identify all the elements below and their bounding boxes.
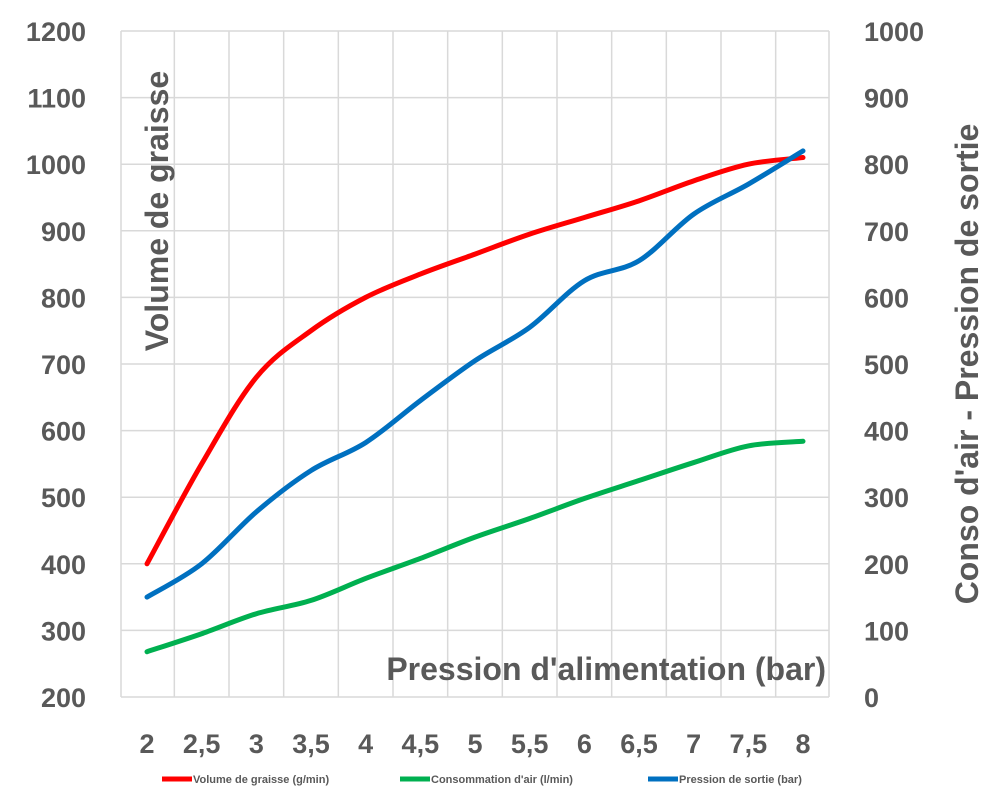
left-y-tick-label: 300 bbox=[41, 616, 86, 646]
x-tick-label: 6,5 bbox=[620, 729, 658, 759]
right-y-axis-title: Conso d'air - Pression de sortie bbox=[949, 124, 985, 605]
series-line-3 bbox=[144, 148, 806, 600]
left-y-tick-label: 1200 bbox=[26, 17, 86, 47]
x-tick-label: 7 bbox=[686, 729, 701, 759]
right-y-tick-label: 400 bbox=[864, 417, 909, 447]
left-y-tick-label: 500 bbox=[41, 483, 86, 513]
series-line-2 bbox=[144, 438, 806, 655]
right-y-tick-label: 100 bbox=[864, 616, 909, 646]
right-y-tick-label: 500 bbox=[864, 350, 909, 380]
x-tick-label: 4 bbox=[358, 729, 373, 759]
right-y-tick-label: 200 bbox=[864, 550, 909, 580]
left-y-tick-label: 1100 bbox=[27, 84, 86, 114]
x-tick-label: 2,5 bbox=[183, 729, 221, 759]
legend: Volume de graisse (g/min) Consommation d'… bbox=[162, 774, 802, 786]
x-tick-label: 8 bbox=[795, 729, 810, 759]
left-y-tick-label: 600 bbox=[41, 417, 86, 447]
left-y-tick-label: 700 bbox=[41, 350, 86, 380]
x-tick-label: 6 bbox=[577, 729, 592, 759]
x-tick-label: 2 bbox=[139, 729, 154, 759]
x-tick-label: 3 bbox=[249, 729, 264, 759]
x-tick-label: 7,5 bbox=[730, 729, 768, 759]
legend-label: Consommation d'air (l/min) bbox=[431, 774, 573, 786]
x-tick-label: 5,5 bbox=[511, 729, 549, 759]
left-y-tick-label: 1000 bbox=[26, 150, 86, 180]
left-y-axis-title: Volume de graisse bbox=[139, 71, 175, 351]
left-y-tick-label: 400 bbox=[41, 550, 86, 580]
series-line-1 bbox=[144, 155, 806, 567]
left-y-tick-label: 200 bbox=[41, 683, 86, 713]
right-y-tick-label: 0 bbox=[864, 683, 879, 713]
left-y-tick-label: 800 bbox=[41, 283, 86, 313]
x-tick-label: 4,5 bbox=[402, 729, 440, 759]
right-y-tick-label: 1000 bbox=[864, 17, 924, 47]
legend-label: Volume de graisse (g/min) bbox=[193, 774, 329, 786]
left-y-tick-labels: 200 300 400 500 600 700 800 900 1000 1100 1200 bbox=[26, 17, 86, 713]
right-y-tick-label: 300 bbox=[864, 483, 909, 513]
x-tick-label: 5 bbox=[467, 729, 482, 759]
gridlines bbox=[120, 30, 830, 698]
right-y-tick-label: 700 bbox=[864, 217, 909, 247]
x-tick-labels: 2 2,5 3 3,5 4 4,5 5 5,5 6 6,5 7 7,5 8 bbox=[139, 729, 810, 759]
right-y-tick-labels: 0 100 200 300 400 500 600 700 800 900 1000 bbox=[864, 17, 924, 713]
x-axis-title: Pression d'alimentation (bar) bbox=[386, 651, 826, 687]
right-y-tick-label: 900 bbox=[864, 84, 909, 114]
right-y-tick-label: 600 bbox=[864, 283, 909, 313]
legend-label: Pression de sortie (bar) bbox=[679, 774, 802, 786]
series-lines bbox=[144, 148, 806, 655]
x-tick-label: 3,5 bbox=[292, 729, 330, 759]
right-y-tick-label: 800 bbox=[864, 150, 909, 180]
left-y-tick-label: 900 bbox=[41, 217, 86, 247]
